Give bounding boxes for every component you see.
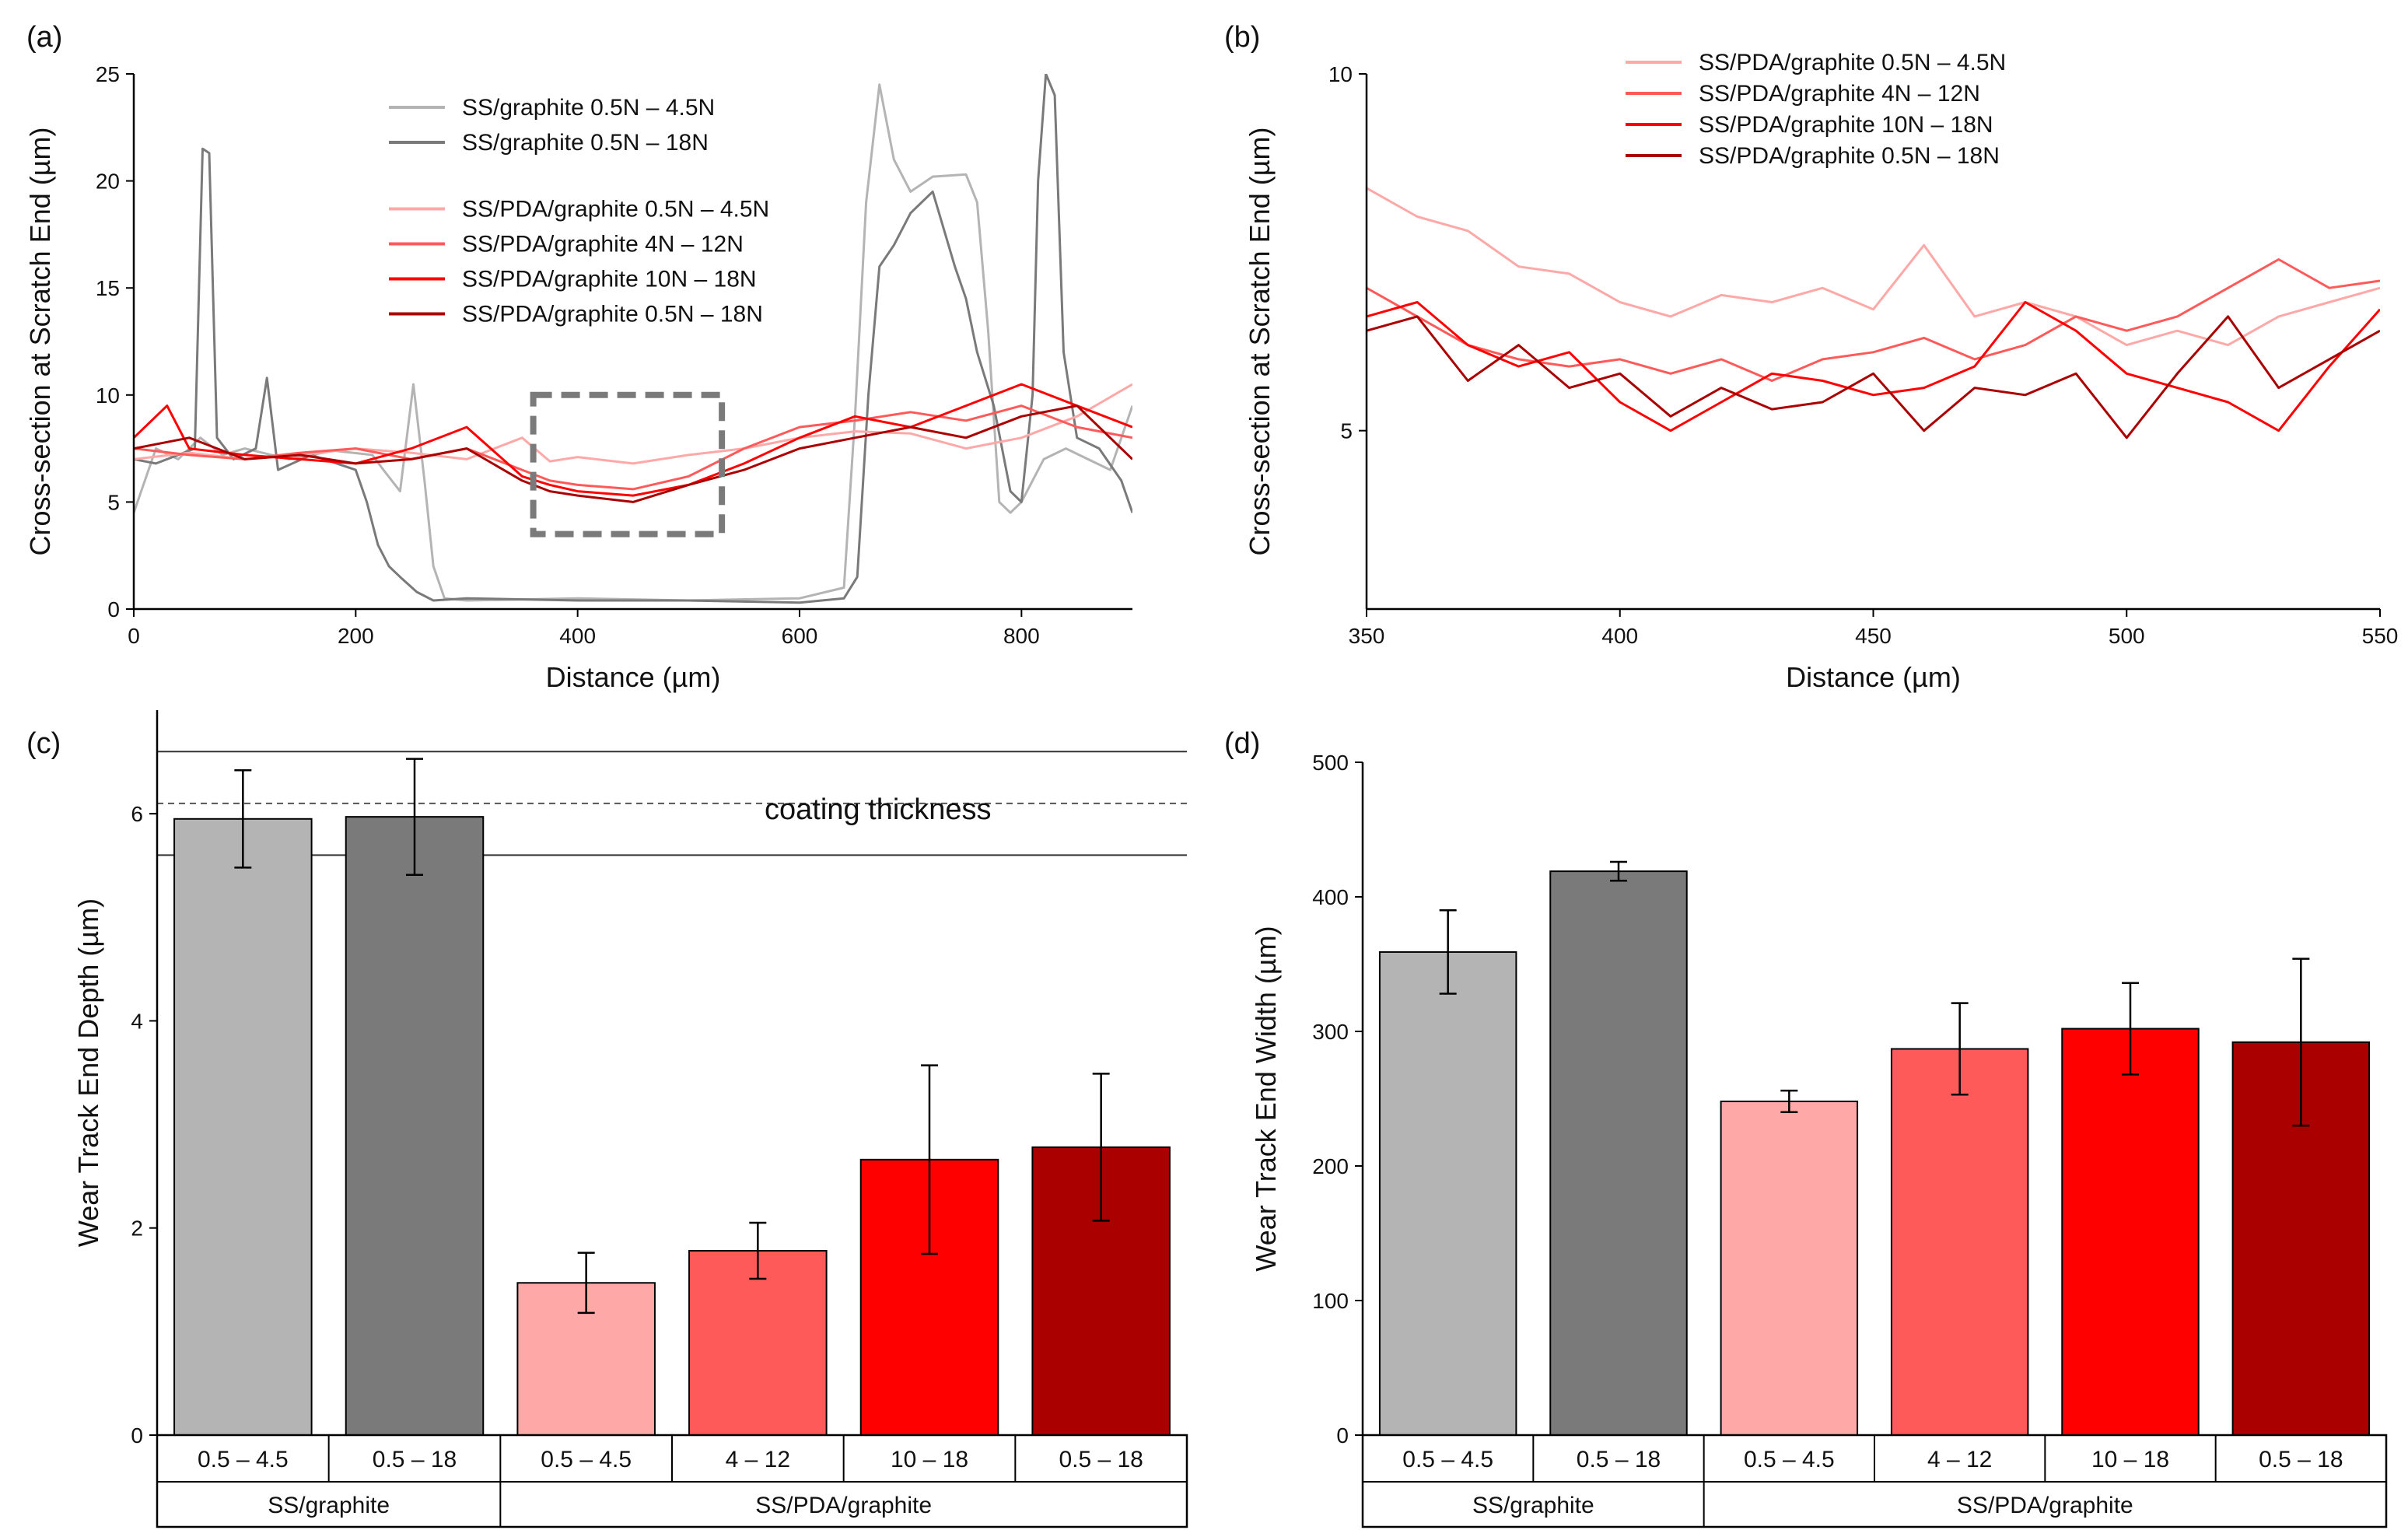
y-tick-label-c: 2: [131, 1217, 143, 1241]
legend-label-a: SS/PDA/graphite 0.5N – 4.5N: [462, 197, 769, 222]
y-tick-label-a: 0: [107, 597, 120, 621]
x-tick-label-b: 550: [2362, 624, 2399, 648]
x-tick-label-b: 500: [2109, 624, 2145, 648]
series-line-b-1: [1367, 258, 2380, 382]
panel-d: (d) 0 100 200 300 400 500 Wear Track End Width…: [1224, 727, 2388, 1528]
legend-label-b: SS/PDA/graphite 0.5N – 18N: [1699, 143, 2000, 169]
legend-label-a: SS/graphite 0.5N – 18N: [462, 130, 709, 156]
bar-c-3: [688, 1250, 828, 1437]
category-label-c: 0.5 – 4.5: [198, 1447, 289, 1472]
bar-d-0: [1378, 951, 1517, 1437]
category-label-d: 0.5 – 4.5: [1402, 1447, 1493, 1472]
x-tick-label-a: 200: [338, 624, 374, 648]
series-line-a-3: [134, 404, 1132, 491]
category-label-c: 10 – 18: [891, 1447, 968, 1472]
bar-d-4: [2061, 1028, 2200, 1437]
series-line-b-0: [1367, 187, 2380, 347]
panel-b: (b) 350 400 450 500 550 5 10 Distance (µm) Cross…: [1224, 21, 2398, 693]
bar-c-0: [173, 818, 313, 1437]
panel-c: (c) coating thickness 0 2 4 6 Wear Track End …: [26, 710, 1188, 1528]
legend-label-b: SS/PDA/graphite 10N – 18N: [1699, 112, 1993, 138]
series-line-a-4: [134, 383, 1132, 497]
y-tick-label-c: 6: [131, 802, 143, 826]
panel-label-b: (b): [1224, 21, 1260, 54]
legend-label-a: SS/graphite 0.5N – 4.5N: [462, 95, 715, 121]
x-tick-label-b: 400: [1601, 624, 1638, 648]
bar-d-2: [1720, 1100, 1859, 1436]
zoom-highlight-box: [530, 391, 726, 537]
x-tick-label-a: 600: [782, 624, 818, 648]
y-axis-label-d: Wear Track End Width (µm): [1250, 926, 1282, 1271]
bar-d-1: [1549, 870, 1688, 1436]
legend-label-a: SS/PDA/graphite 4N – 12N: [462, 232, 744, 257]
category-label-d: 0.5 – 4.5: [1744, 1447, 1835, 1472]
group-label-d: SS/graphite: [1472, 1493, 1594, 1518]
y-axis-label-c: Wear Track End Depth (µm): [72, 898, 104, 1247]
series-group-b: [1367, 187, 2380, 439]
bar-c-1: [345, 816, 485, 1436]
legend-label-a: SS/PDA/graphite 10N – 18N: [462, 267, 757, 292]
bar-chart-d: 0 100 200 300 400 500 Wear Track End Width (µm…: [1250, 751, 2388, 1528]
y-tick-label-d: 300: [1312, 1020, 1349, 1044]
series-line-a-5: [134, 404, 1132, 503]
y-tick-label-b: 10: [1328, 62, 1353, 86]
category-label-c: 4 – 12: [726, 1447, 790, 1472]
y-tick-label-d: 400: [1312, 885, 1349, 909]
x-tick-label-a: 400: [559, 624, 596, 648]
x-tick-label-b: 450: [1855, 624, 1892, 648]
group-label-c: SS/PDA/graphite: [755, 1493, 932, 1518]
category-label-d: 10 – 18: [2091, 1447, 2169, 1472]
category-label-c: 0.5 – 4.5: [541, 1447, 632, 1472]
y-tick-label-d: 100: [1312, 1289, 1349, 1313]
series-group-a: [134, 74, 1132, 604]
y-tick-label-d: 0: [1336, 1423, 1349, 1448]
y-tick-label-d: 500: [1312, 751, 1349, 775]
category-label-c: 0.5 – 18: [373, 1447, 457, 1472]
bar-d-3: [1890, 1048, 2029, 1436]
series-line-b-3: [1367, 315, 2380, 439]
y-tick-label-c: 4: [131, 1009, 143, 1033]
bar-chart-c: coating thickness 0 2 4 6 Wear Track End Dept…: [72, 710, 1188, 1528]
panel-label-d: (d): [1224, 727, 1260, 760]
y-tick-label-a: 15: [96, 276, 120, 300]
y-tick-label-a: 25: [96, 62, 120, 86]
legend-label-b: SS/PDA/graphite 0.5N – 4.5N: [1699, 50, 2006, 75]
y-tick-label-d: 200: [1312, 1154, 1349, 1178]
y-axis-label-b: Cross-section at Scratch End (µm): [1244, 128, 1276, 556]
category-label-d: 0.5 – 18: [2259, 1447, 2343, 1472]
series-line-a-2: [134, 383, 1132, 465]
line-chart-b: 350 400 450 500 550 5 10 Distance (µm) Cross-sec…: [1244, 50, 2398, 693]
x-tick-label-a: 800: [1003, 624, 1040, 648]
y-tick-label-a: 10: [96, 383, 120, 408]
category-label-d: 0.5 – 18: [1577, 1447, 1661, 1472]
series-line-b-2: [1367, 301, 2380, 432]
series-line-a-0: [134, 83, 1132, 602]
x-tick-label-a: 0: [128, 624, 140, 648]
category-label-d: 4 – 12: [1927, 1447, 1992, 1472]
legend-label-b: SS/PDA/graphite 4N – 12N: [1699, 81, 1980, 107]
x-axis-label-b: Distance (µm): [1786, 661, 1961, 693]
y-tick-label-a: 5: [107, 490, 120, 514]
category-label-c: 0.5 – 18: [1059, 1447, 1143, 1472]
panel-a: (a) 0 200 400 600 800 0 5 10 15 20 25 Distance (µm)…: [24, 21, 1132, 693]
y-tick-label-c: 0: [131, 1423, 143, 1448]
panel-label-c: (c): [26, 727, 61, 760]
group-label-c: SS/graphite: [268, 1493, 390, 1518]
line-chart-a: 0 200 400 600 800 0 5 10 15 20 25 Distance (µm) Cros…: [24, 62, 1132, 693]
x-tick-label-b: 350: [1349, 624, 1385, 648]
group-label-d: SS/PDA/graphite: [1957, 1493, 2133, 1518]
legend-label-a: SS/PDA/graphite 0.5N – 18N: [462, 302, 763, 327]
x-axis-label-a: Distance (µm): [546, 661, 721, 693]
coating-thickness-label: coating thickness: [765, 793, 992, 826]
y-tick-label-b: 5: [1340, 419, 1353, 443]
panel-label-a: (a): [26, 21, 62, 54]
y-tick-label-a: 20: [96, 170, 120, 194]
y-axis-label-a: Cross-section at Scratch End (µm): [24, 128, 56, 556]
